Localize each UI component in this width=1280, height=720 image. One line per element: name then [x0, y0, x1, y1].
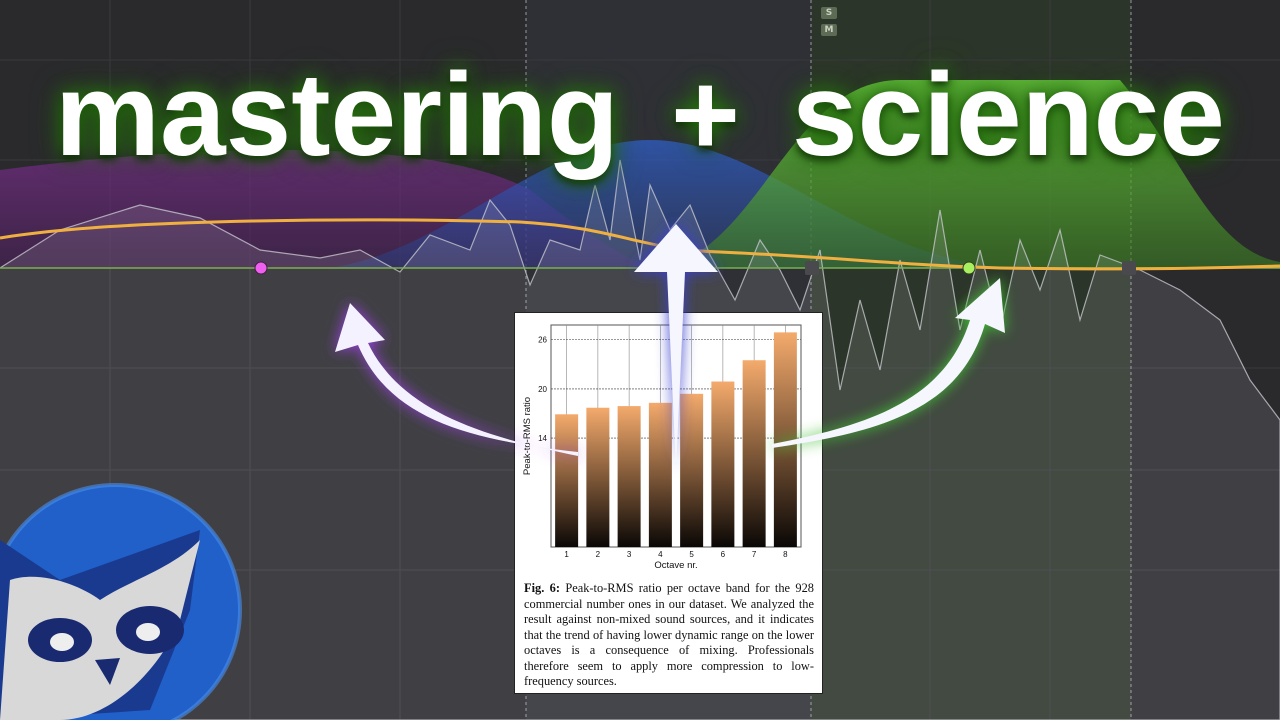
y-tick-label: 14	[538, 434, 547, 443]
caption-label: Fig. 6:	[524, 581, 560, 595]
x-tick-label: 8	[783, 550, 788, 559]
bar-octave-1	[555, 414, 579, 547]
mute-button[interactable]: M	[821, 24, 837, 36]
title-plus: +	[671, 49, 740, 181]
x-tick-label: 4	[658, 550, 663, 559]
thumbnail-title: mastering + science	[0, 40, 1280, 190]
solo-button[interactable]: S	[821, 7, 837, 19]
x-tick-label: 3	[627, 550, 632, 559]
bar-octave-4	[648, 402, 672, 547]
x-tick-label: 1	[564, 550, 569, 559]
x-tick-label: 2	[596, 550, 601, 559]
x-tick-label: 5	[689, 550, 694, 559]
figure-caption: Fig. 6: Peak-to-RMS ratio per octave ban…	[524, 581, 814, 690]
bar-octave-8	[773, 332, 797, 547]
x-axis-label: Octave nr.	[654, 560, 697, 571]
y-tick-label: 26	[538, 336, 547, 345]
y-tick-label: 20	[538, 385, 547, 394]
eq-filter-handle[interactable]	[1122, 261, 1136, 275]
bar-octave-5	[680, 393, 704, 547]
title-right: science	[791, 49, 1225, 181]
bar-octave-7	[742, 360, 766, 547]
x-tick-label: 7	[752, 550, 757, 559]
x-tick-label: 6	[721, 550, 726, 559]
bar-octave-2	[586, 407, 610, 547]
bar-octave-3	[617, 406, 641, 547]
bar-octave-6	[711, 381, 735, 547]
caption-text: Peak-to-RMS ratio per octave band for th…	[524, 581, 814, 688]
title-left: mastering	[55, 49, 620, 181]
eq-band-high[interactable]	[660, 80, 1280, 268]
eq-node-low[interactable]	[254, 261, 268, 275]
y-axis-label: Peak-to-RMS ratio	[522, 397, 533, 475]
eq-node-high[interactable]	[962, 261, 976, 275]
owl-logo-icon	[0, 483, 242, 720]
eq-filter-handle[interactable]	[805, 261, 819, 275]
